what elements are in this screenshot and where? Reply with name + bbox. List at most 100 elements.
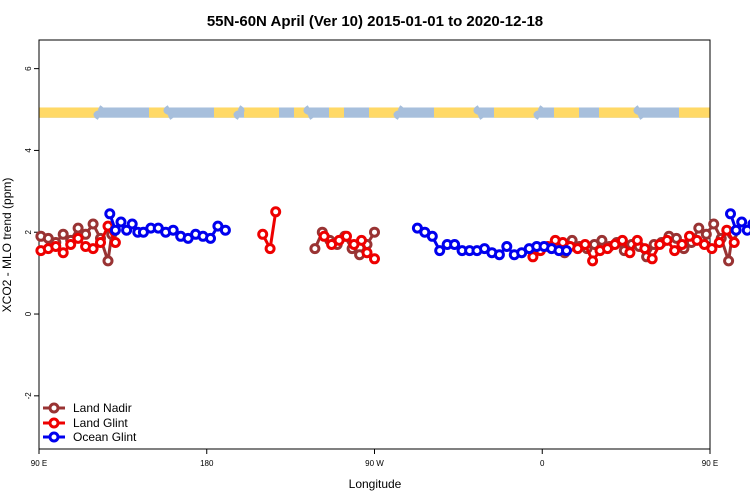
data-point-land-glint [527,251,539,263]
data-point-land-glint [713,237,725,248]
data-point-ocean-glint [126,218,138,230]
data-point-ocean-glint [725,208,736,220]
data-point-land-glint [50,241,62,252]
data-point-land-glint [631,234,643,246]
band-coast-5 [473,105,485,120]
data-point-land-glint [57,247,69,259]
series-land-glint [35,206,740,267]
data-point-land-nadir [102,255,114,267]
band-land-2 [214,107,239,118]
data-point-land-glint [728,237,740,248]
band-coast-6 [533,105,545,120]
y-tick-label: 6 [24,66,33,71]
data-point-land-glint [616,234,628,246]
y-tick-label: -2 [24,392,33,400]
data-point-land-nadir [369,226,380,238]
x-tick-label: 180 [200,459,214,468]
x-tick-label: 90 W [365,459,384,468]
band-coast-1 [163,105,175,120]
band-coast-4 [393,105,405,120]
y-axis: -2 0 2 4 6 [24,66,39,400]
data-point-land-glint [661,234,673,246]
data-point-ocean-glint [115,216,127,228]
data-point-land-glint [257,228,269,240]
x-tick-label: 90 E [702,459,718,468]
data-point-land-glint [341,230,352,242]
data-point-land-glint [270,206,282,218]
data-point-land-nadir [87,218,99,230]
legend-entry-land-nadir: Land Nadir [43,401,132,415]
legend-label-ocean-glint: Ocean Glint [73,430,137,444]
band-coast-2 [233,105,245,120]
data-point-ocean-glint [219,224,231,236]
data-point-land-nadir [708,218,720,230]
data-point-ocean-glint [493,249,505,261]
data-point-ocean-glint [121,224,133,236]
data-point-ocean-glint [741,224,750,236]
data-point-land-glint [109,237,121,248]
data-point-land-glint [646,253,658,265]
x-axis: 90 E 180 90 W 0 90 E [31,449,718,468]
x-axis-label: Longitude [349,477,402,491]
data-point-land-glint [264,243,276,255]
data-point-land-nadir [57,228,69,240]
data-point-land-glint [87,243,99,255]
y-axis-label: XCO2 - MLO trend (ppm) [0,178,14,313]
band-land-10 [599,107,639,118]
legend-label-land-nadir: Land Nadir [73,401,132,415]
series-layer [35,206,750,267]
data-point-land-glint [706,243,718,255]
data-point-ocean-glint [205,232,216,244]
data-point-land-glint [676,239,688,250]
band-coast-7 [633,105,645,120]
data-point-land-glint [669,245,681,257]
data-point-land-nadir [700,228,712,240]
data-point-land-nadir [72,222,84,234]
data-point-land-glint [318,230,330,242]
data-point-ocean-glint [426,230,438,242]
band-land-6 [369,107,399,118]
data-point-ocean-glint [109,224,121,236]
data-point-land-glint [369,253,380,265]
data-point-land-glint [361,247,373,259]
data-point-land-glint [95,237,106,248]
y-tick-label: 2 [24,229,33,234]
band-land-8 [494,107,539,118]
legend-entry-ocean-glint: Ocean Glint [43,430,137,444]
data-point-ocean-glint [167,224,179,236]
land-ocean-band [39,105,710,120]
data-point-land-nadir [693,222,705,234]
data-point-ocean-glint [561,245,572,257]
band-land-4 [294,107,309,118]
data-point-land-nadir [596,234,608,246]
data-point-ocean-glint [104,208,116,220]
data-point-ocean-glint [730,224,742,236]
band-land-3 [244,107,279,118]
x-tick-label: 90 E [31,459,47,468]
band-coast-0 [93,105,105,120]
data-point-land-nadir [309,243,321,255]
data-point-land-glint [65,239,77,250]
x-tick-label: 0 [540,459,545,468]
band-land-7 [434,107,479,118]
data-point-ocean-glint [736,216,748,228]
legend-label-land-glint: Land Glint [73,416,128,430]
band-coast-3 [303,105,315,120]
legend: Land Nadir Land Glint Ocean Glint [43,401,137,444]
data-point-land-nadir [723,255,735,267]
data-point-land-glint [579,239,591,250]
chart-title: 55N-60N April (Ver 10) 2015-01-01 to 202… [207,13,543,30]
band-land-9 [554,107,579,118]
data-point-ocean-glint [434,245,446,257]
data-point-land-glint [639,243,651,255]
data-point-ocean-glint [449,239,461,250]
data-point-land-glint [721,224,733,236]
data-point-land-glint [72,232,84,244]
series-land-nadir [35,218,738,267]
band-land-5 [329,107,344,118]
data-point-land-glint [356,234,367,246]
data-point-land-glint [587,255,599,267]
band-land-11 [679,107,710,118]
band-land-0 [39,107,99,118]
